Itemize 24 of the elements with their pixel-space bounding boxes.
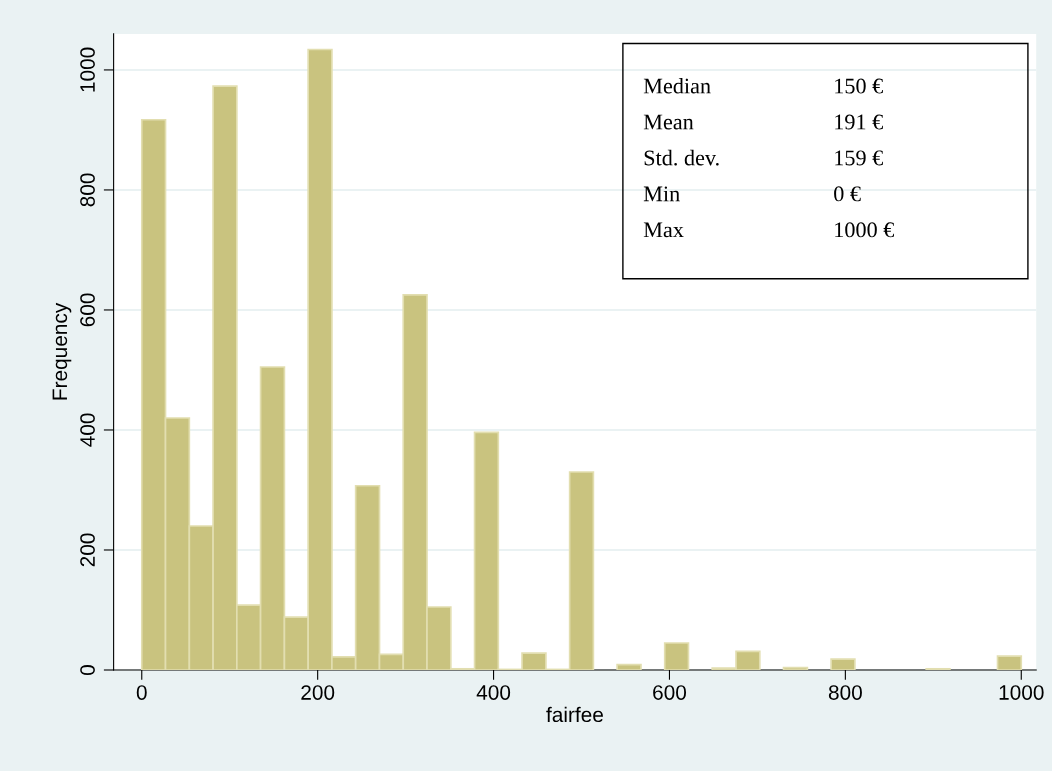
y-tick-label: 400 <box>80 413 95 447</box>
annotation: Min <box>643 186 680 202</box>
x-tick-label: 0 <box>136 685 147 700</box>
annotation: 150 € <box>835 78 883 94</box>
x-tick-label: 600 <box>653 685 687 700</box>
y-axis-title: Frequency <box>52 302 72 400</box>
annotation: Median <box>643 77 711 94</box>
x-tick-label: 1000 <box>999 685 1044 700</box>
annotation: Std. dev. <box>644 149 719 166</box>
annotation: 1000 € <box>835 222 895 238</box>
x-axis-title: fairfee <box>546 706 603 723</box>
y-tick-label: 1000 <box>80 47 95 92</box>
y-tick-label: 0 <box>80 665 95 675</box>
annotation: 191 € <box>835 114 883 130</box>
x-tick-label: 400 <box>476 685 511 700</box>
y-tick-label: 800 <box>80 173 95 207</box>
x-tick-label: 200 <box>301 685 335 700</box>
y-tick-label: 200 <box>80 533 95 567</box>
y-tick-label: 600 <box>80 293 95 327</box>
annotation: Mean <box>643 114 694 130</box>
annotation: 0 € <box>834 186 861 202</box>
x-tick-label: 800 <box>828 685 862 700</box>
annotation: Max <box>643 222 684 238</box>
annotation: 159 € <box>835 150 883 166</box>
